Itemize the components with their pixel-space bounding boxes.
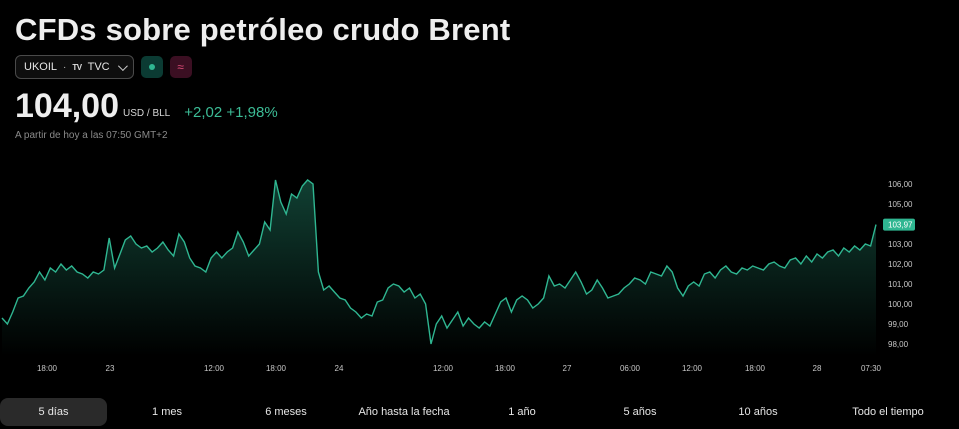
range-button[interactable]: 5 días [0, 398, 107, 426]
last-value-badge: 103,97 [883, 218, 915, 231]
chart-price-line [1, 179, 877, 345]
y-tick-label: 105,00 [888, 200, 913, 209]
y-tick-label: 102,00 [888, 260, 913, 269]
x-tick-label: 06:00 [620, 364, 641, 373]
separator-dot: · [63, 61, 67, 73]
price-chart[interactable]: 98,0099,00100,00101,00102,00103,00104,00… [0, 160, 959, 378]
y-tick-label: 99,00 [888, 320, 909, 329]
price-change: +2,02 +1,98% [184, 104, 278, 121]
x-tick-label: 12:00 [682, 364, 703, 373]
x-tick-label: 07:30 [861, 364, 882, 373]
y-tick-label: 98,00 [888, 340, 909, 349]
x-tick-label: 24 [335, 364, 344, 373]
y-tick-label: 101,00 [888, 280, 913, 289]
x-tick-label: 18:00 [37, 364, 58, 373]
range-button[interactable]: Año hasta la fecha [358, 406, 450, 418]
chevron-down-icon [117, 60, 128, 71]
range-button[interactable]: 6 meses [265, 406, 307, 418]
x-tick-label: 12:00 [204, 364, 225, 373]
x-tick-label: 12:00 [433, 364, 454, 373]
symbol-name: UKOIL [24, 61, 58, 73]
symbol-selector[interactable]: UKOIL · TV TVC [15, 55, 134, 79]
x-tick-label: 28 [813, 364, 822, 373]
range-button[interactable]: 5 años [623, 406, 657, 418]
chart-area-fill [2, 180, 876, 356]
y-tick-label: 106,00 [888, 180, 913, 189]
range-button[interactable]: Todo el tiempo [852, 406, 924, 418]
range-button[interactable]: 10 años [738, 406, 778, 418]
range-selector: 5 días 1 mes 6 meses Año hasta la fecha 1 añ… [0, 398, 959, 426]
range-button[interactable]: 1 año [508, 406, 536, 418]
x-tick-label: 23 [106, 364, 115, 373]
exchange-name: TVC [87, 61, 110, 73]
market-status-button[interactable] [140, 56, 163, 78]
price-unit: USD / BLL [123, 108, 171, 119]
quote-row: 104,00 USD / BLL +2,02 +1,98% [15, 88, 278, 124]
market-open-dot-icon [148, 64, 155, 70]
y-tick-label: 100,00 [888, 300, 913, 309]
range-button[interactable]: 1 mes [152, 406, 182, 418]
data-delay-button[interactable]: ≈ [169, 56, 192, 78]
last-price: 104,00 [15, 87, 119, 125]
x-tick-label: 27 [563, 364, 572, 373]
x-tick-label: 18:00 [266, 364, 287, 373]
symbol-row: UKOIL · TV TVC ≈ [15, 55, 192, 79]
x-tick-label: 18:00 [495, 364, 516, 373]
y-tick-label: 103,00 [888, 240, 913, 249]
x-tick-label: 18:00 [745, 364, 766, 373]
approx-icon: ≈ [177, 60, 184, 74]
last-value-label: 103,97 [888, 221, 913, 230]
page-title: CFDs sobre petróleo crudo Brent [15, 12, 511, 47]
tradingview-logo-icon: TV [72, 62, 82, 72]
quote-timestamp: A partir de hoy a las 07:50 GMT+2 [15, 130, 168, 141]
